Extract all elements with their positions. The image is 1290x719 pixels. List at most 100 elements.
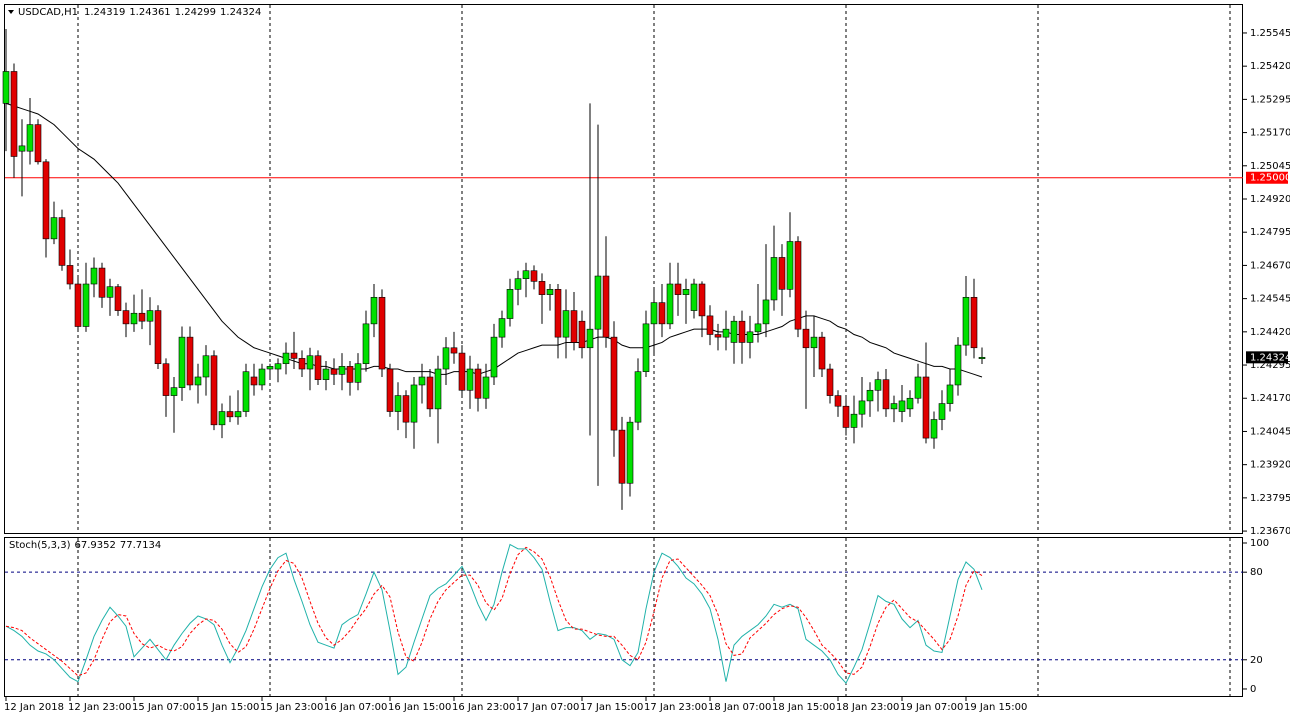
x-tick-label: 17 Jan 15:00 [580,702,643,713]
candle-body [122,310,130,325]
candle-body [842,405,850,428]
candle-body [754,323,762,333]
candle-body [578,320,586,349]
candle-body [170,387,178,396]
candle-body [402,395,410,423]
candle-body [370,296,378,325]
candle-body [194,376,202,386]
chart-header: USDCAD,H1 1.24319 1.24361 1.24299 1.24324 [18,7,261,18]
y-tick-label: 1.23795 [1250,493,1290,504]
candle-body [34,124,42,163]
x-tick-label: 16 Jan 07:00 [324,702,387,713]
y-tick-label: 1.24170 [1250,393,1290,404]
candle-body [210,355,218,426]
candle-body [458,352,466,391]
candle-body [258,368,266,386]
main-frame [4,4,1243,534]
y-tick-label: 0 [1250,684,1256,695]
candle-body [914,376,922,399]
candle-body [666,283,674,325]
candle-body [346,366,354,383]
candle-body [10,71,18,157]
stoch-main-value: 67.9352 [74,540,115,551]
candle-body [882,379,890,410]
candle-body [786,241,794,290]
candle-body [482,376,490,399]
candle-body [314,355,322,380]
candle-body [530,270,538,282]
candle-body [634,371,642,423]
low-value: 1.24299 [175,7,216,18]
menu-triangle [8,10,14,14]
candle-body [410,384,418,423]
level-label: 1.25000 [1250,173,1290,184]
candle-body [146,310,154,322]
y-tick-label: 1.25295 [1250,94,1290,105]
candle-body [250,376,258,386]
stoch-line [5,546,983,677]
x-tick-label: 17 Jan 07:00 [516,702,579,713]
y-tick-label: 1.25170 [1250,128,1290,139]
price-label-bg [1246,351,1288,364]
level-label-bg [1246,171,1288,184]
x-tick-label: 19 Jan 15:00 [964,702,1027,713]
y-tick-label: 1.24545 [1250,294,1290,305]
candle-body [98,267,106,298]
candle-body [778,257,786,290]
candle-body [602,275,610,338]
candle-body [178,336,186,388]
candle-body [218,411,226,426]
stoch-signal-value: 77.7134 [120,540,161,551]
high-value: 1.24361 [129,7,170,18]
candle-body [554,289,562,338]
candle-body [18,145,26,152]
candle-body [658,302,666,325]
x-tick-label: 15 Jan 07:00 [132,702,195,713]
candle-body [522,270,530,279]
y-tick-label: 100 [1250,538,1269,549]
stoch-title: Stoch(5,3,3) [9,540,71,551]
candle-body [130,312,138,325]
candle-body [362,323,370,365]
candle-body [954,344,962,386]
candle-body [226,411,234,418]
candle-body [498,318,506,338]
candle-body [202,355,210,378]
candle-body [378,296,386,370]
candle-body [810,336,818,349]
y-tick-label: 20 [1250,655,1263,666]
candle-body [66,265,74,285]
candle-body [930,419,938,439]
y-tick-label: 1.25045 [1250,161,1290,172]
candle-body [834,395,842,407]
candle-body [898,400,906,412]
candle-body [426,376,434,410]
close-value: 1.24324 [220,7,261,18]
candle-body [234,411,242,418]
candle-body [706,315,714,335]
candle-body [570,310,578,343]
candle-body [466,368,474,391]
candle-body [802,328,810,349]
candle-body [514,278,522,290]
candle-body [690,283,698,311]
candle-body [42,161,50,240]
y-tick-label: 1.24045 [1250,426,1290,437]
candle-body [106,286,114,298]
candle-body [594,275,602,330]
candle-body [442,347,450,370]
candle-body [490,336,498,378]
x-tick-label: 12 Jan 23:00 [68,702,131,713]
candle-body [322,368,330,380]
candle-body [866,389,874,402]
x-tick-label: 15 Jan 23:00 [260,702,323,713]
y-tick-label: 1.24295 [1250,360,1290,371]
candle-body [642,323,650,372]
candle-body [58,217,66,266]
open-value: 1.24319 [84,7,125,18]
candle-body [730,320,738,343]
candle-body [738,320,746,343]
stoch-header: Stoch(5,3,3) 67.9352 77.7134 [9,540,161,551]
candle-body [90,267,98,285]
